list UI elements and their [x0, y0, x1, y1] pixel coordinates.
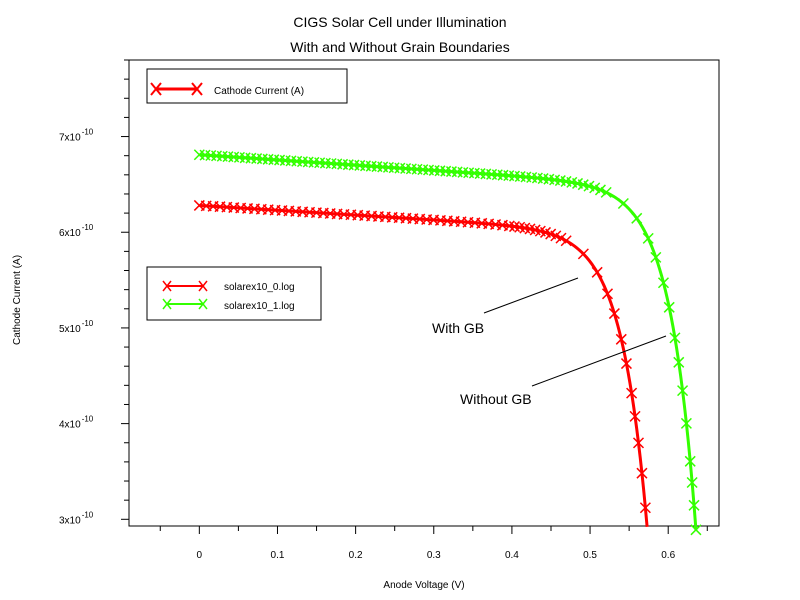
x-tick-label: 0.3: [427, 550, 441, 561]
series-0-point: [591, 266, 603, 278]
annotation-with-gb-label: With GB: [432, 320, 484, 336]
series-0-point: [608, 308, 620, 320]
annotation-without-gb: Without GB: [460, 335, 667, 407]
annotation-without-gb-label: Without GB: [460, 391, 532, 407]
x-axis-ticks: 0 0.1 0.2 0.3 0.4 0.5 0.6: [159, 526, 708, 561]
legend-series-1-label: solarex10_1.log: [224, 301, 295, 312]
y-tick-label: 7x10-10: [59, 128, 94, 144]
legend-cathode-current-marker-1: [150, 82, 162, 96]
series-0-point: [629, 410, 641, 422]
series-1-point: [684, 455, 696, 467]
legend-cathode-current: Cathode Current (A): [146, 68, 348, 104]
y-tick-label: 5x10-10: [59, 319, 94, 335]
legend-series-1-marker-2: [198, 298, 208, 310]
y-tick-label: 3x10-10: [59, 510, 94, 526]
series-0-point: [639, 502, 651, 514]
series-1-point: [617, 197, 629, 210]
legend-series-0-marker-1: [162, 280, 172, 292]
series-1-point: [600, 186, 612, 198]
series-0-point: [615, 333, 627, 345]
series-1-point: [663, 301, 675, 313]
y-tick-label: 4x10-10: [59, 415, 94, 431]
series-1-line: [199, 153, 698, 530]
series-0-point: [555, 232, 567, 244]
series-1-point: [650, 251, 662, 263]
series-1-point: [673, 356, 685, 368]
y-tick-label: 6x10-10: [59, 223, 94, 239]
series-1-point: [589, 182, 601, 194]
legend-series: solarex10_0.log solarex10_1.log: [146, 266, 322, 321]
series-1-point: [680, 417, 692, 429]
series-1-point: [677, 385, 689, 397]
legend-cathode-current-label: Cathode Current (A): [214, 86, 304, 97]
chart-subtitle: With and Without Grain Boundaries: [290, 39, 509, 55]
x-tick-label: 0.2: [349, 550, 363, 561]
chart-title: CIGS Solar Cell under Illumination: [293, 14, 506, 30]
series-layer: [193, 149, 702, 536]
legend-cathode-current-box: [146, 68, 348, 104]
x-axis-title: Anode Voltage (V): [383, 580, 464, 591]
x-tick-label: 0.5: [583, 550, 597, 561]
series-1-point: [686, 476, 698, 489]
series-0-point: [632, 437, 645, 449]
legend-series-0-marker-2: [198, 280, 208, 292]
series-0-point: [620, 358, 632, 370]
series-0-line: [199, 203, 649, 527]
annotation-without-gb-pointer: [531, 335, 667, 387]
series-1-point: [594, 184, 606, 196]
x-tick-label: 0.4: [505, 550, 519, 561]
series-0-point: [626, 387, 638, 399]
series-0-point: [560, 235, 572, 247]
annotation-with-gb: With GB: [432, 277, 579, 336]
series-1-point: [690, 524, 702, 536]
annotation-with-gb-pointer: [483, 277, 579, 314]
series-0-point: [636, 467, 648, 479]
series-1-point: [688, 499, 700, 511]
series-1-point: [657, 277, 670, 289]
y-axis-ticks: 3x10-10 4x10-10 5x10-10 6x10-10 7x10-10: [59, 59, 129, 526]
series-0-point: [601, 288, 614, 300]
x-tick-label: 0: [197, 550, 203, 561]
legend-series-box: [146, 266, 322, 321]
y-axis-title: Cathode Current (A): [12, 255, 23, 345]
series-0-point: [577, 248, 589, 260]
legend-series-0-label: solarex10_0.log: [224, 282, 295, 293]
series-1-point: [669, 332, 681, 344]
legend-cathode-current-marker-2: [191, 82, 203, 96]
series-1-point: [631, 212, 643, 224]
legend-series-1-marker-1: [162, 298, 172, 310]
x-tick-label: 0.6: [661, 550, 675, 561]
series-1-point: [642, 232, 654, 244]
x-tick-label: 0.1: [271, 550, 285, 561]
